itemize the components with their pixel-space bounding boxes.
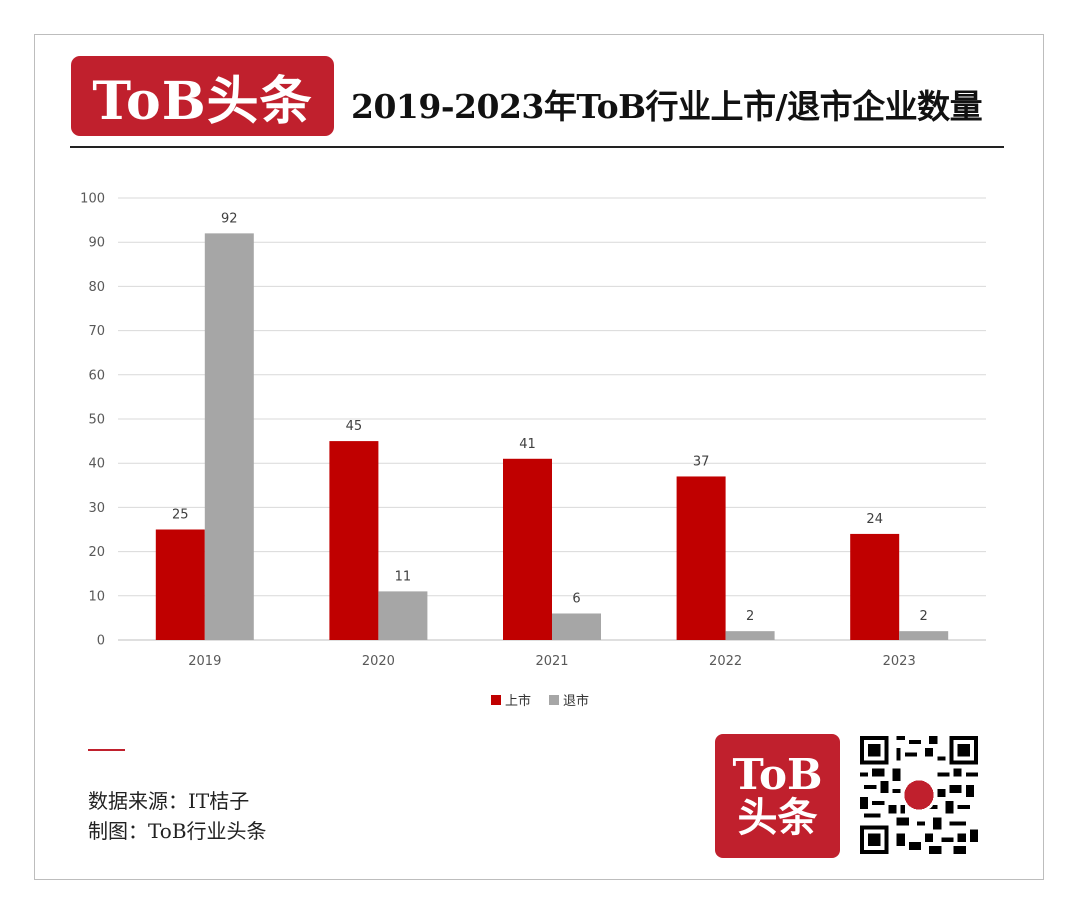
data-label: 6: [572, 591, 580, 606]
data-label: 25: [172, 508, 189, 523]
y-tick-label: 100: [80, 192, 105, 207]
chart-title: 2019-2023年ToB行业上市/退市企业数量: [351, 87, 983, 126]
legend-swatch-listed: [490, 694, 501, 705]
bar: [204, 233, 254, 641]
bar: [899, 631, 949, 640]
data-label: 45: [346, 419, 363, 434]
y-tick-label: 40: [88, 457, 105, 472]
x-tick-label: 2021: [535, 654, 568, 669]
qr-code-icon: [860, 736, 978, 854]
y-tick-label: 20: [88, 545, 105, 560]
footer-logo-line2: 头条: [737, 794, 818, 842]
bar: [155, 529, 205, 640]
bar: [378, 591, 428, 640]
bar: [329, 441, 379, 640]
bar: [552, 613, 601, 640]
y-tick-label: 30: [88, 501, 105, 516]
x-tick-label: 2022: [709, 654, 742, 669]
x-tick-label: 2023: [883, 654, 916, 669]
legend-label-delisted: 退市: [563, 694, 590, 709]
bar: [503, 458, 552, 640]
bar: [725, 631, 775, 640]
footer-brand-logo: ToB 头条: [715, 734, 840, 858]
legend-label-listed: 上市: [504, 694, 531, 709]
legend-swatch-delisted: [549, 694, 559, 705]
footer-accent-line: [88, 749, 125, 751]
y-tick-label: 80: [88, 280, 105, 295]
brand-logo-text: ToB头条: [92, 70, 313, 132]
y-tick-label: 0: [97, 634, 105, 649]
data-label: 24: [866, 512, 883, 527]
y-tick-label: 10: [88, 589, 105, 604]
data-label: 37: [693, 454, 710, 469]
footer-logo-line1: ToB: [732, 749, 823, 799]
x-tick-label: 2019: [188, 654, 221, 669]
footer-source: 数据来源：IT桔子 制图：ToB行业头条: [88, 786, 267, 846]
credit-line: 制图：ToB行业头条: [88, 819, 267, 843]
chart-legend: 上市 退市: [0, 690, 1080, 709]
y-tick-label: 50: [88, 413, 105, 428]
data-label: 41: [519, 437, 536, 452]
brand-logo: ToB头条: [71, 56, 334, 136]
title-divider: [70, 146, 1004, 148]
data-label: 92: [221, 211, 238, 226]
source-line: 数据来源：IT桔子: [88, 789, 250, 813]
data-label: 11: [395, 569, 412, 584]
data-label: 2: [746, 609, 754, 624]
x-tick-label: 2020: [362, 654, 395, 669]
y-tick-label: 60: [88, 368, 105, 383]
y-tick-label: 70: [88, 324, 105, 339]
legend-item-delisted: 退市: [549, 690, 589, 709]
y-tick-label: 90: [88, 236, 105, 251]
bar: [676, 476, 726, 640]
bar: [850, 533, 900, 640]
data-label: 2: [920, 609, 928, 624]
legend-item-listed: 上市: [490, 690, 531, 709]
